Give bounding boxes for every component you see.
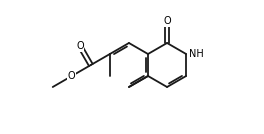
Text: O: O xyxy=(68,71,76,81)
Text: O: O xyxy=(163,16,171,26)
Text: NH: NH xyxy=(189,49,204,59)
Text: O: O xyxy=(76,41,84,51)
